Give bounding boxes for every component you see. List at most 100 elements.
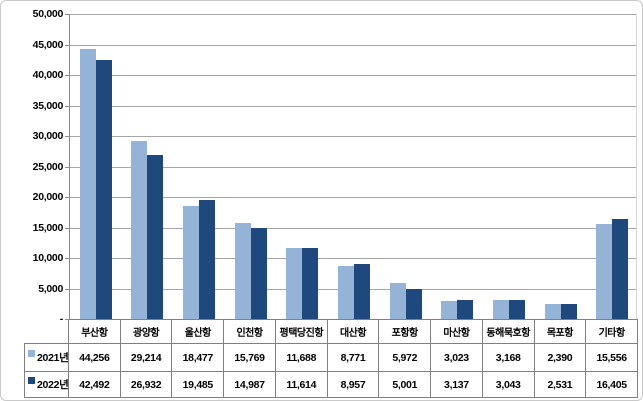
bar-series-2022 [302, 248, 319, 319]
y-axis-tick-mark [65, 136, 69, 137]
gridline [70, 44, 636, 46]
gridline [70, 14, 636, 15]
y-axis-tick-mark [65, 258, 69, 259]
value-cell: 44,256 [69, 344, 121, 372]
bar-group [328, 14, 380, 319]
gridline [70, 105, 636, 107]
bar-series-2021 [596, 224, 613, 319]
bar-series-2022 [560, 303, 577, 319]
y-axis-tick-mark [65, 105, 69, 107]
y-axis-tick-mark [65, 227, 69, 229]
value-cell: 16,405 [586, 372, 638, 398]
legend-cell-2022: 2022년 [24, 372, 69, 398]
y-axis-tick-mark [65, 288, 69, 290]
gridline [70, 227, 636, 229]
bar-series-2022 [95, 59, 112, 319]
bar-series-2022 [612, 218, 629, 319]
plot-area [69, 14, 637, 319]
gridline [70, 166, 636, 168]
bar-series-2021 [286, 247, 303, 319]
bar-group [70, 14, 122, 319]
category-header-cell: 부산항 [69, 319, 121, 344]
bar-group [173, 14, 225, 319]
y-axis-tick-label: - [59, 313, 64, 325]
value-cell: 5,972 [379, 344, 432, 372]
gridline [70, 258, 636, 259]
value-cell: 15,556 [586, 344, 638, 372]
bar-series-2021 [492, 299, 509, 319]
value-cell: 3,168 [482, 344, 535, 372]
value-cell: 5,001 [379, 372, 432, 398]
y-axis-tick-label: 15,000 [32, 221, 64, 234]
value-cell: 42,492 [69, 372, 121, 398]
y-axis-tick-mark [65, 197, 69, 198]
bar-series-2021 [441, 300, 458, 319]
category-header-cell: 평택당진항 [275, 319, 328, 344]
value-cell: 8,957 [327, 372, 380, 398]
value-cell: 2,531 [534, 372, 587, 398]
category-header-cell: 포항항 [379, 319, 432, 344]
value-cell: 3,043 [482, 372, 535, 398]
value-cell: 15,769 [224, 344, 276, 372]
bar-series-2021 [389, 282, 406, 319]
bar-group [535, 14, 587, 319]
data-table: 부산항 광양항 울산항 인천항 평택당진항 대산항 포항항 마산항 동해묵호항 목포항 기타항 202… [24, 319, 638, 398]
category-header-cell: 울산항 [172, 319, 225, 344]
bar-series-2021 [544, 304, 561, 319]
legend-marker-icon [28, 350, 35, 357]
category-header-cell: 기타항 [586, 319, 638, 344]
y-axis-tick-label: 5,000 [38, 282, 63, 295]
y-axis-tick-mark [65, 166, 69, 168]
category-header-cell: 동해묵호항 [482, 319, 535, 344]
category-header-cell: 인천항 [224, 319, 276, 344]
gridline [70, 75, 636, 76]
y-axis-tick-mark [65, 75, 69, 76]
value-cell: 26,932 [120, 372, 173, 398]
bar-series-2022 [199, 200, 216, 319]
category-header-cell: 대산항 [327, 319, 380, 344]
table-corner-cell [24, 319, 69, 344]
value-cell: 3,137 [431, 372, 483, 398]
bar-group [483, 14, 535, 319]
value-cell: 11,688 [275, 344, 328, 372]
bar-series-2021 [131, 140, 148, 319]
y-axis-tick-label: 30,000 [32, 130, 64, 142]
gridline [70, 136, 636, 137]
legend-cell-2021: 2021년 [24, 344, 69, 372]
y-axis-tick-label: 50,000 [32, 8, 64, 20]
bar-group [586, 14, 638, 319]
y-axis-tick-label: 25,000 [32, 160, 64, 173]
bar-series-2022 [147, 154, 164, 319]
legend-label: 2021년 [37, 352, 69, 364]
bar-series-2022 [405, 288, 422, 319]
bar-series-2021 [183, 206, 200, 319]
category-header-cell: 광양항 [120, 319, 173, 344]
y-axis-tick-label: 35,000 [32, 99, 64, 112]
value-cell: 19,485 [172, 372, 225, 398]
bar-group [380, 14, 432, 319]
bar-series-2022 [457, 299, 474, 319]
bar-group [431, 14, 483, 319]
bar-group [122, 14, 174, 319]
category-header-cell: 목포항 [534, 319, 587, 344]
bar-series-2021 [234, 222, 251, 319]
value-cell: 3,023 [431, 344, 483, 372]
value-cell: 18,477 [172, 344, 225, 372]
y-axis-tick-mark [65, 319, 69, 320]
category-header-cell: 마산항 [431, 319, 483, 344]
legend-label: 2022년 [37, 379, 69, 391]
value-cell: 8,771 [327, 344, 380, 372]
bar-series-2022 [250, 227, 267, 319]
bar-group [225, 14, 277, 319]
y-axis-tick-label: 40,000 [32, 69, 64, 81]
bar-group [277, 14, 329, 319]
value-cell: 11,614 [275, 372, 328, 398]
bar-series-2022 [353, 264, 370, 319]
legend-marker-icon [28, 377, 35, 384]
gridline [70, 197, 636, 198]
bar-series-2021 [79, 49, 96, 319]
y-axis-tick-label: 45,000 [32, 38, 64, 51]
y-axis-tick-mark [65, 44, 69, 46]
